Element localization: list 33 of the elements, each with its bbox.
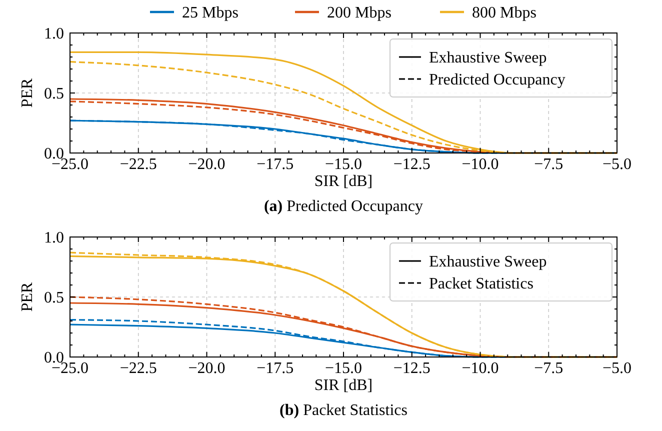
y-axis-title: PER [19,78,36,108]
legend-label: 25 Mbps [182,4,238,22]
annotation: Packet Statistics [429,276,534,293]
y-tick-label: 0.5 [44,86,64,103]
x-tick-label: −17.5 [256,156,294,173]
x-axis-title: SIR [dB] [314,377,373,394]
text: (b) Packet Statistics [280,402,408,419]
y-tick-label: 0.5 [44,290,64,307]
x-tick-label: −20.0 [188,360,226,377]
annotation: Exhaustive Sweep [429,50,547,67]
x-tick-label: −17.5 [256,360,294,377]
x-tick-label: −7.5 [534,360,564,377]
legend-label: 200 Mbps [327,4,392,22]
x-tick-label: −5.0 [602,156,632,173]
x-tick-label: −22.5 [120,360,157,377]
y-tick-label: 1.0 [44,230,64,247]
x-tick-label: −12.5 [393,156,430,173]
x-tick-label: −10.0 [462,360,499,377]
y-axis-title: PER [19,282,36,312]
x-tick-label: −20.0 [188,156,226,173]
text: (a) Predicted Occupancy [264,198,424,215]
x-axis-title: SIR [dB] [314,173,373,190]
x-tick-label: −15.0 [324,156,362,173]
x-tick-label: −7.5 [534,156,564,173]
x-tick-label: −22.5 [120,156,157,173]
x-tick-label: −10.0 [462,156,499,173]
legend-label: 800 Mbps [472,4,536,22]
y-tick-label: 1.0 [44,26,64,43]
x-tick-label: −12.5 [393,360,430,377]
x-tick-label: −15.0 [324,360,362,377]
annotation: Exhaustive Sweep [429,254,547,271]
x-tick-label: −5.0 [602,360,632,377]
annotation: Predicted Occupancy [429,72,566,89]
